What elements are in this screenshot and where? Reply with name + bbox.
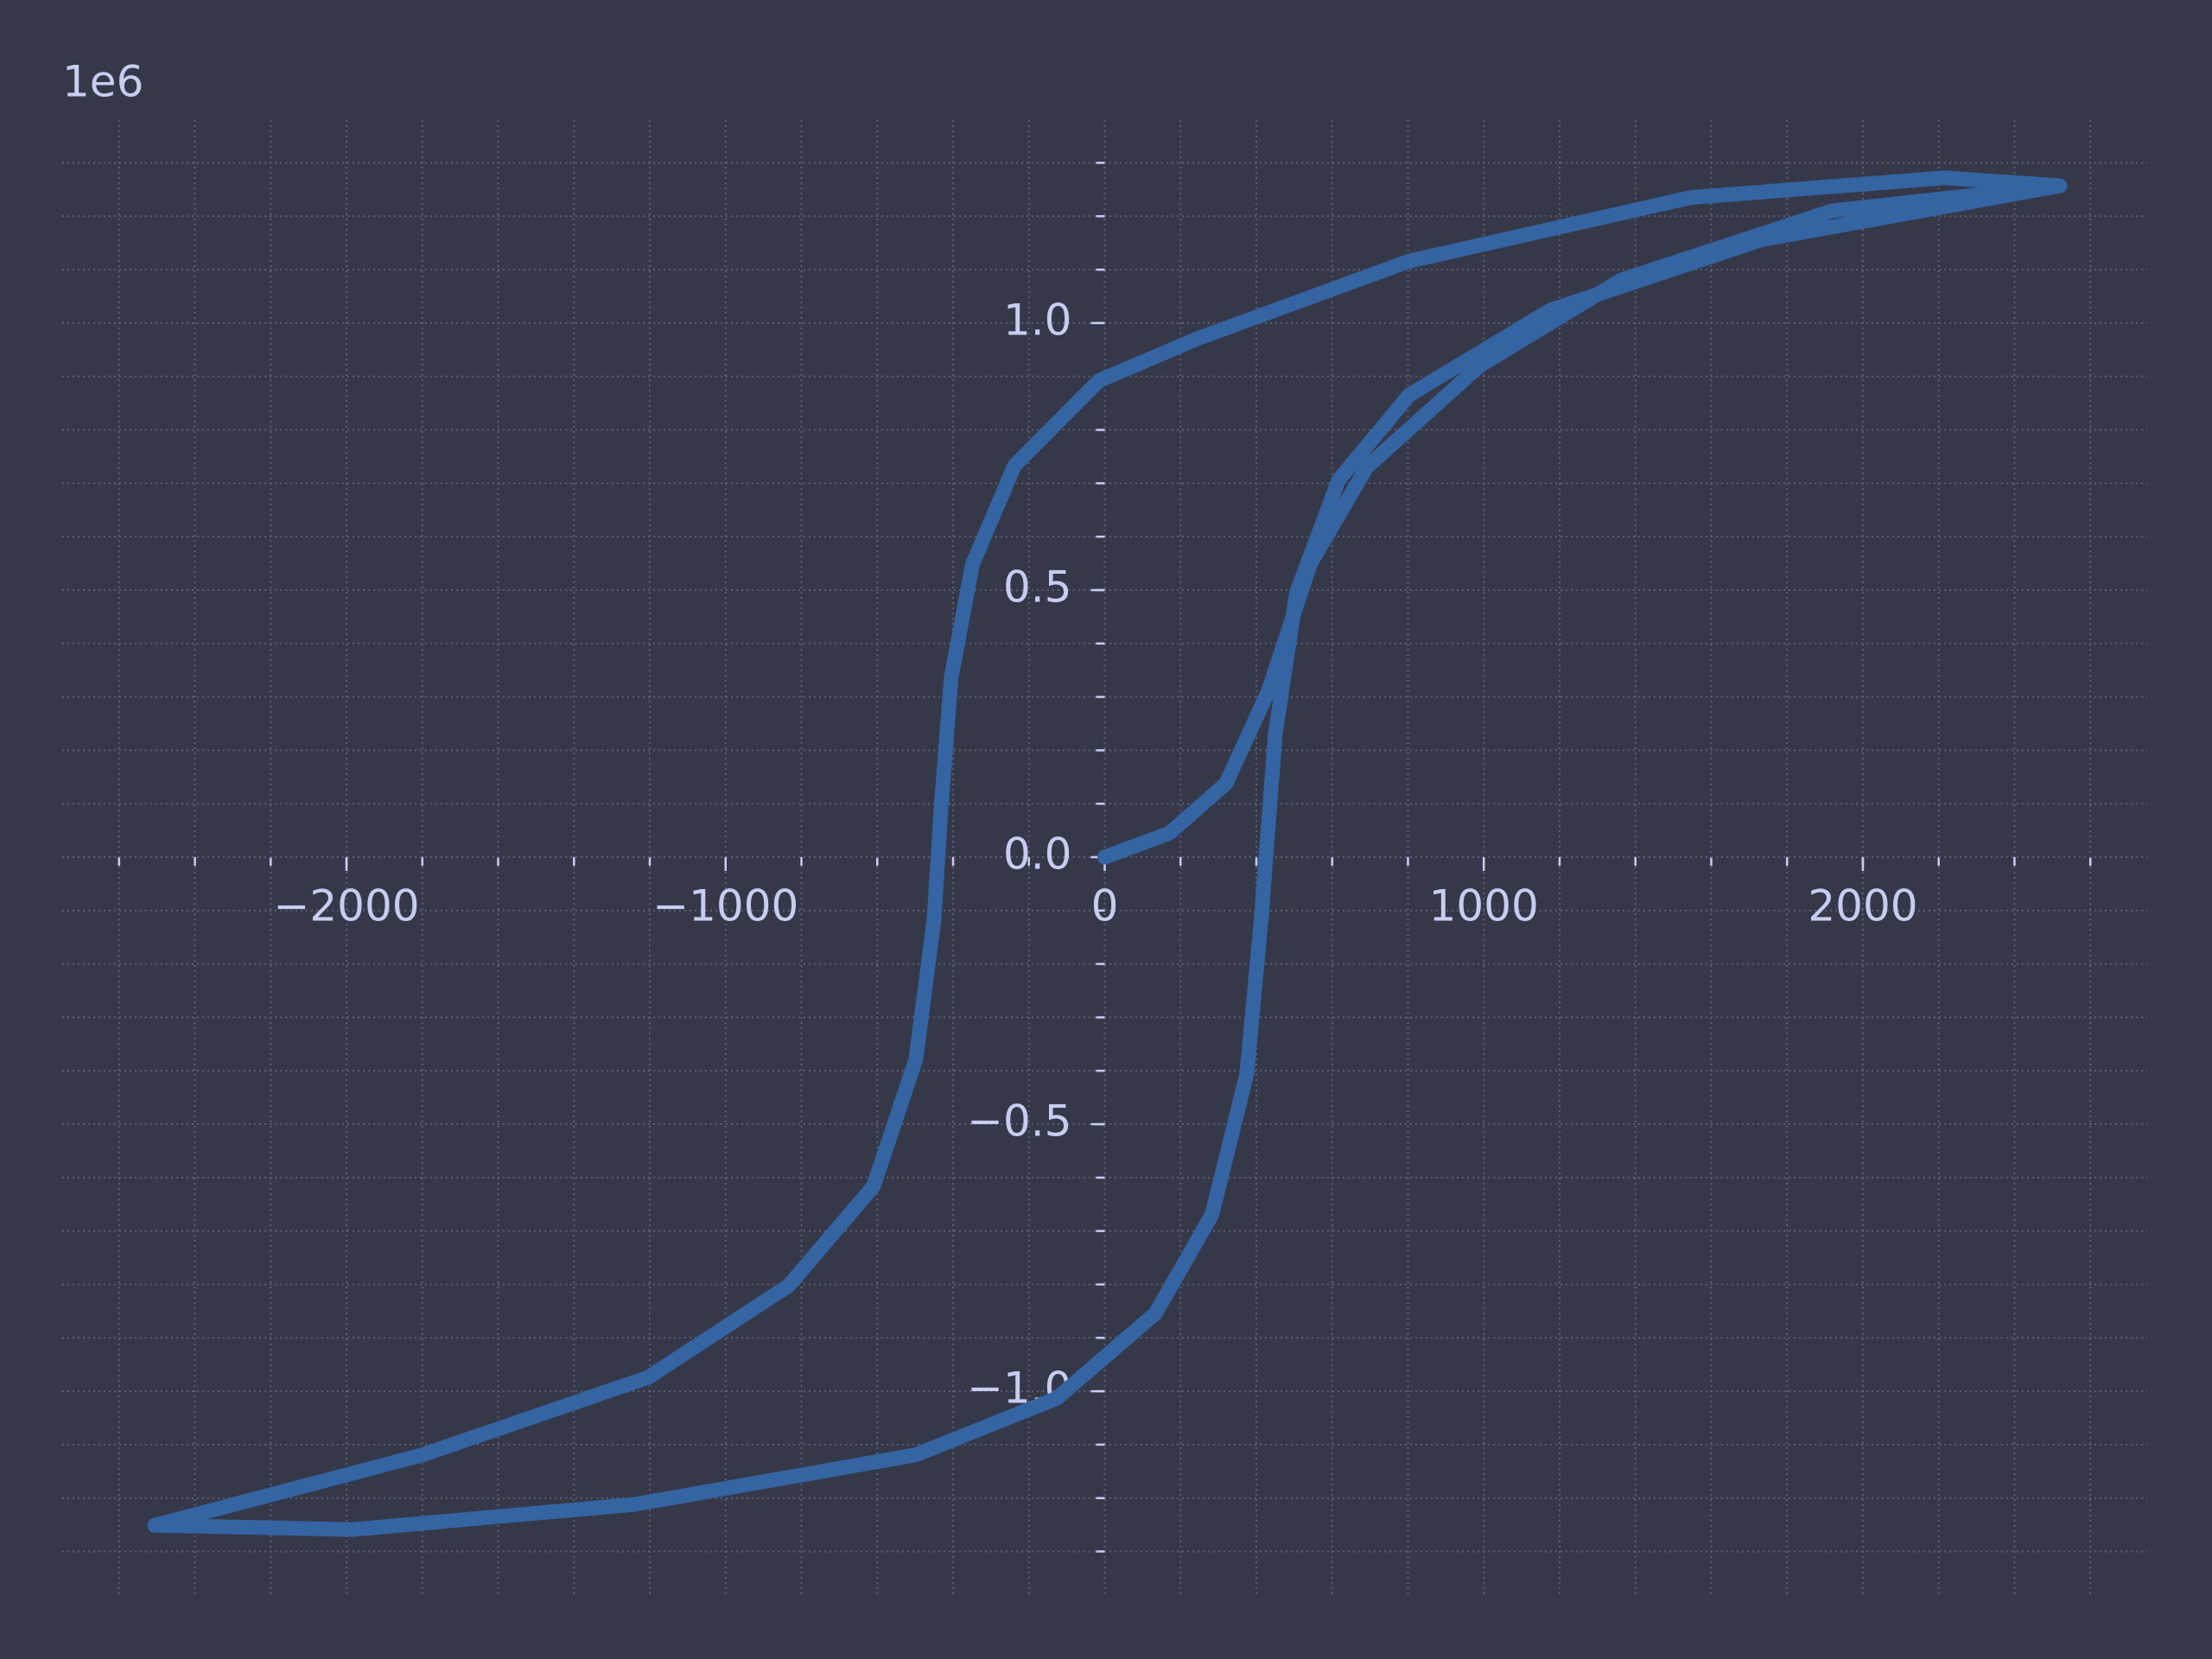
y-tick-label: 1.0	[1003, 295, 1072, 345]
x-tick-label: 1000	[1429, 881, 1539, 931]
y-offset-label: 1e6	[62, 57, 143, 107]
x-tick-label: −2000	[273, 881, 419, 931]
x-tick-label: 2000	[1808, 881, 1917, 931]
data-line	[147, 170, 2068, 1537]
y-tick-label: −0.5	[967, 1096, 1071, 1147]
y-tick-label: 0.5	[1003, 562, 1072, 612]
x-tick-label: 0	[1091, 881, 1119, 931]
y-tick-label: 0.0	[1003, 830, 1072, 880]
x-tick-label: −1000	[652, 881, 798, 931]
